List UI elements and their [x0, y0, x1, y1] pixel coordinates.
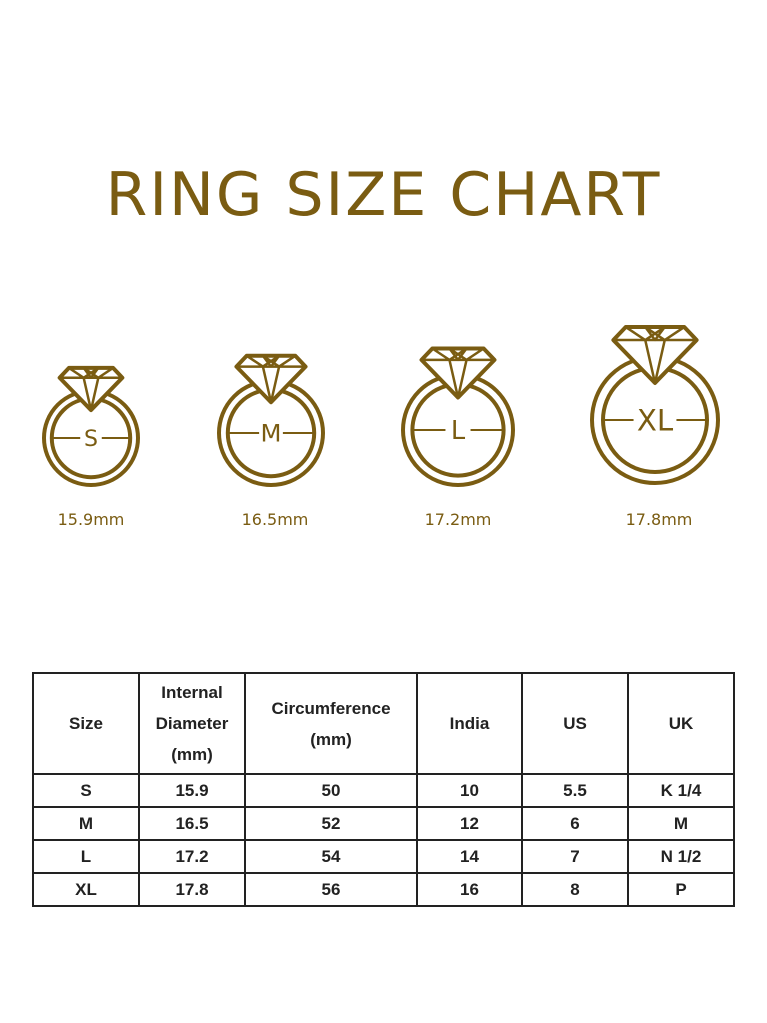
cell: 52 [244, 806, 418, 841]
header-internal-diameter: Internal Diameter (mm) [138, 672, 246, 775]
cell: 7 [521, 839, 629, 874]
diamond-facets [421, 347, 495, 399]
diamond-facets [59, 366, 123, 412]
cell: 6 [521, 806, 629, 841]
cell: 56 [244, 872, 418, 907]
table-row: XL 17.8 56 16 8 P [32, 872, 735, 907]
header-size: Size [32, 672, 140, 775]
cell: 8 [521, 872, 629, 907]
header-india: India [416, 672, 523, 775]
ring-icon-s: S [42, 365, 140, 487]
cell: 10 [416, 773, 523, 808]
diamond-facets [236, 354, 306, 404]
cell: 17.2 [138, 839, 246, 874]
cell: L [32, 839, 140, 874]
ring-size-letter: M [261, 419, 282, 448]
table-row: M 16.5 52 12 6 M [32, 806, 735, 841]
ring-diameter-l: 17.2mm [424, 510, 492, 529]
header-circumference: Circumference (mm) [244, 672, 418, 775]
ring-illustrations: S M L XL [42, 325, 720, 487]
header-text: Internal Diameter (mm) [155, 683, 229, 764]
cell: 54 [244, 839, 418, 874]
size-table: Size Internal Diameter (mm) Circumferenc… [32, 672, 735, 907]
page-title: RING SIZE CHART [105, 160, 662, 230]
cell: 15.9 [138, 773, 246, 808]
cell: 12 [416, 806, 523, 841]
table-row: L 17.2 54 14 7 N 1/2 [32, 839, 735, 874]
cell: P [627, 872, 735, 907]
cell: XL [32, 872, 140, 907]
header-text: Circumference (mm) [271, 698, 391, 749]
ring-icon-xl: XL [590, 325, 720, 485]
cell: 17.8 [138, 872, 246, 907]
ring-size-letter: S [84, 427, 98, 452]
table-row: S 15.9 50 10 5.5 K 1/4 [32, 773, 735, 808]
ring-size-letter: L [451, 416, 466, 446]
cell: 14 [416, 839, 523, 874]
ring-diameter-m: 16.5mm [241, 510, 309, 529]
cell: N 1/2 [627, 839, 735, 874]
cell: 50 [244, 773, 418, 808]
ring-diameter-s: 15.9mm [57, 510, 125, 529]
cell: S [32, 773, 140, 808]
ring-diameter-xl: 17.8mm [625, 510, 693, 529]
header-us: US [521, 672, 629, 775]
table-header-row: Size Internal Diameter (mm) Circumferenc… [32, 672, 735, 775]
diamond-facets [613, 325, 697, 385]
header-uk: UK [627, 672, 735, 775]
cell: K 1/4 [627, 773, 735, 808]
ring-icon-l: L [401, 346, 515, 487]
cell: 16.5 [138, 806, 246, 841]
cell: 16 [416, 872, 523, 907]
ring-icon-m: M [217, 353, 325, 487]
cell: 5.5 [521, 773, 629, 808]
cell: M [627, 806, 735, 841]
ring-size-letter: XL [637, 403, 674, 437]
cell: M [32, 806, 140, 841]
